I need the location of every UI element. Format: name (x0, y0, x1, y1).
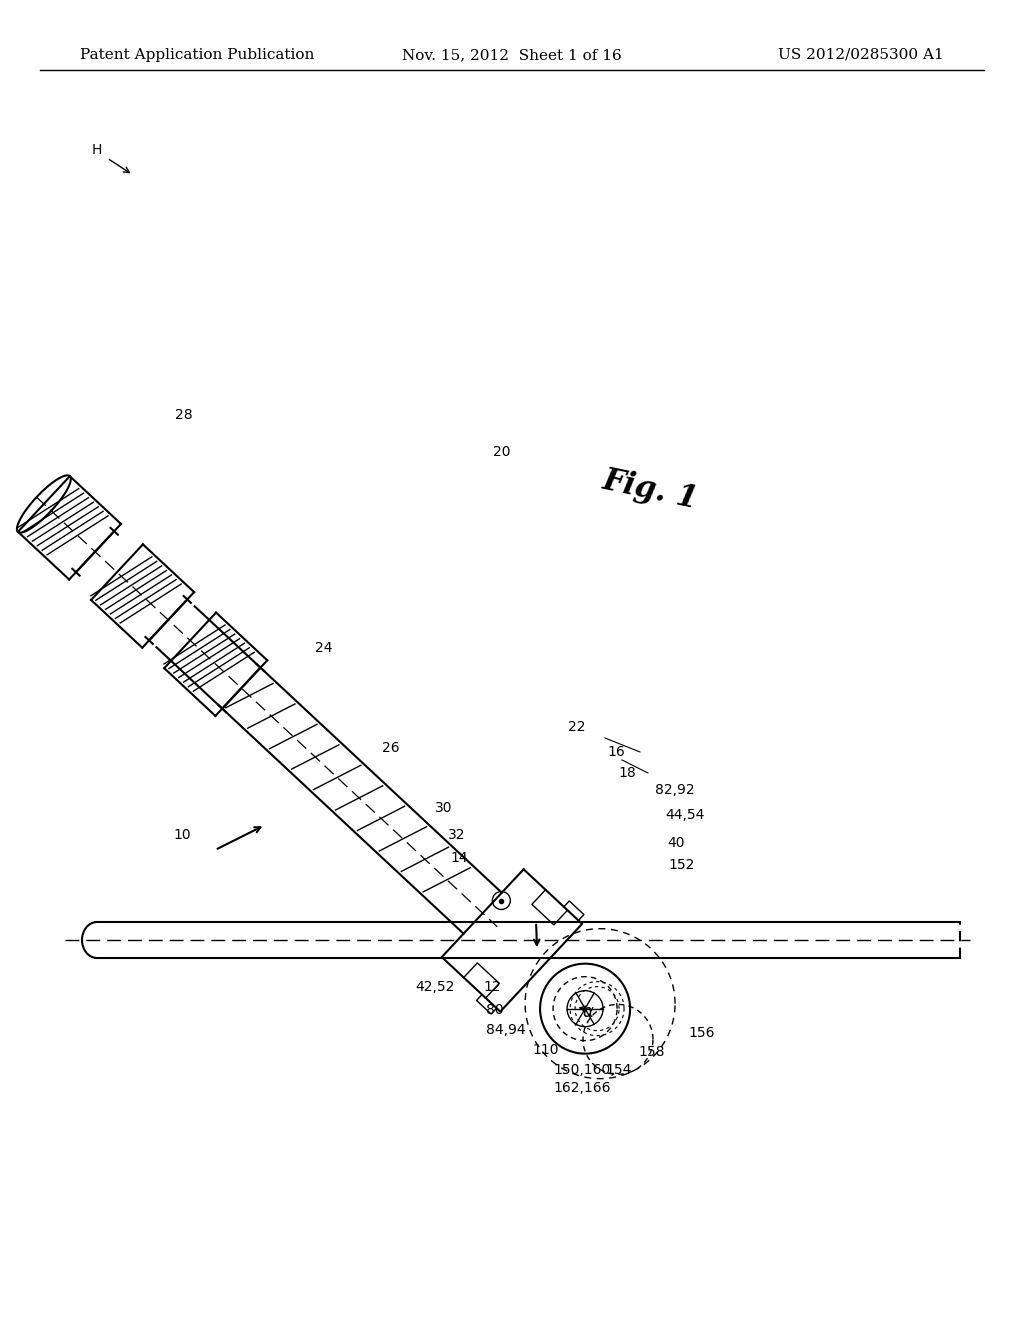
Text: 42,52: 42,52 (415, 979, 455, 994)
Text: 18: 18 (618, 766, 636, 780)
Text: 26: 26 (382, 741, 399, 755)
Text: 40: 40 (667, 836, 684, 850)
Text: 80: 80 (486, 1003, 504, 1016)
Text: 30: 30 (435, 801, 453, 814)
Text: 28: 28 (175, 408, 193, 422)
Text: 156: 156 (688, 1026, 715, 1040)
Text: Nov. 15, 2012  Sheet 1 of 16: Nov. 15, 2012 Sheet 1 of 16 (402, 48, 622, 62)
Text: 154: 154 (605, 1063, 632, 1077)
Text: 16: 16 (607, 744, 625, 759)
Text: 22: 22 (568, 719, 586, 734)
Text: 20: 20 (493, 445, 511, 459)
Text: 14: 14 (450, 851, 468, 865)
Text: $\alpha$: $\alpha$ (583, 1003, 595, 1022)
Text: 32: 32 (449, 828, 466, 842)
Text: 158: 158 (638, 1045, 665, 1059)
Text: 84,94: 84,94 (486, 1023, 525, 1038)
Text: Fig. 1: Fig. 1 (599, 465, 700, 515)
Text: 24: 24 (315, 642, 333, 655)
Text: 150,160,: 150,160, (553, 1063, 614, 1077)
Text: 10: 10 (173, 828, 190, 842)
Text: US 2012/0285300 A1: US 2012/0285300 A1 (778, 48, 944, 62)
Text: 162,166: 162,166 (553, 1081, 610, 1096)
Text: 82,92: 82,92 (655, 783, 694, 797)
Text: 110: 110 (532, 1043, 558, 1057)
Text: 44,54: 44,54 (665, 808, 705, 822)
Text: Patent Application Publication: Patent Application Publication (80, 48, 314, 62)
Text: H: H (92, 143, 102, 157)
Text: 152: 152 (668, 858, 694, 873)
Text: 12: 12 (483, 979, 501, 994)
